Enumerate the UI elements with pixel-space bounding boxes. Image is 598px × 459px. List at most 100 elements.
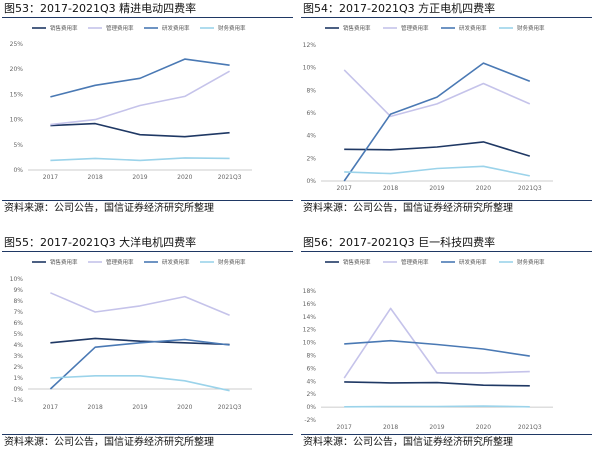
x-tick-label: 2017 bbox=[337, 185, 352, 192]
chart-title: 图54：2017-2021Q3 方正电机四费率 bbox=[303, 2, 496, 15]
title-divider bbox=[2, 17, 293, 18]
series-line-fin bbox=[50, 375, 230, 392]
chart-title: 图53：2017-2021Q3 精进电动四费率 bbox=[4, 2, 197, 15]
source-divider bbox=[2, 434, 293, 435]
y-tick-label: 2% bbox=[306, 391, 316, 398]
y-tick-label: 10% bbox=[303, 65, 317, 72]
x-tick-label: 2019 bbox=[429, 185, 444, 192]
series-line-rnd bbox=[343, 62, 531, 182]
x-tick-label: 2021Q3 bbox=[518, 424, 542, 431]
x-tick-label: 2020 bbox=[476, 185, 491, 192]
y-tick-label: 6% bbox=[13, 320, 23, 327]
y-tick-label: 5% bbox=[13, 331, 23, 338]
y-tick-label: 25% bbox=[10, 41, 24, 48]
legend-label-fin: 财务费用率 bbox=[517, 258, 545, 266]
y-tick-label: 6% bbox=[306, 110, 316, 117]
y-tick-label: 10% bbox=[10, 117, 24, 124]
legend-label-fin: 财务费用率 bbox=[517, 24, 545, 32]
series-line-sales bbox=[50, 122, 230, 138]
y-tick-label: 10% bbox=[303, 340, 317, 347]
x-tick-label: 2020 bbox=[177, 174, 192, 181]
x-tick-label: 2018 bbox=[88, 174, 103, 181]
y-tick-label: 8% bbox=[13, 298, 23, 305]
y-tick-label: 4% bbox=[306, 378, 316, 385]
legend-label-rnd: 研发费用率 bbox=[162, 258, 190, 266]
legend-label-rnd: 研发费用率 bbox=[162, 24, 190, 32]
y-tick-label: 8% bbox=[306, 87, 316, 94]
x-tick-label: 2018 bbox=[88, 404, 103, 411]
chart-source: 资料来源：公司公告，国信证券经济研究所整理 bbox=[4, 203, 214, 214]
y-tick-label: 0% bbox=[13, 167, 23, 174]
legend-label-sales: 销售费用率 bbox=[50, 258, 78, 266]
series-line-sales bbox=[50, 337, 230, 346]
y-tick-label: -1% bbox=[11, 397, 23, 404]
y-tick-label: 6% bbox=[306, 365, 316, 372]
x-tick-label: 2021Q3 bbox=[218, 404, 242, 411]
x-tick-label: 2019 bbox=[429, 424, 444, 431]
y-tick-label: 8% bbox=[306, 353, 316, 360]
series-line-rnd bbox=[344, 339, 530, 357]
chart-panel-fangzheng: 图54：2017-2021Q3 方正电机四费率 销售费用率 管理费用率 研发费用率 财… bbox=[299, 0, 598, 225]
series-line-rnd bbox=[50, 58, 230, 98]
y-tick-label: 20% bbox=[10, 66, 24, 73]
y-tick-label: 3% bbox=[13, 353, 23, 360]
series-line-admin bbox=[343, 307, 530, 379]
legend-label-sales: 销售费用率 bbox=[343, 24, 371, 32]
legend-label-admin: 管理费用率 bbox=[106, 258, 134, 266]
x-tick-label: 2021Q3 bbox=[218, 174, 242, 181]
line-chart: 销售费用率 管理费用率 研发费用率 财务费用率 -1% 0% 1% 2% 3% 4% 5% 6% 7% 8… bbox=[10, 258, 252, 411]
line-chart: 销售费用率 管理费用率 研发费用率 财务费用率 0% 5% 10% 15% 20% 25% 2017… bbox=[10, 24, 252, 181]
x-tick-label: 2020 bbox=[476, 424, 491, 431]
y-tick-label: 9% bbox=[13, 287, 23, 294]
y-tick-label: 0% bbox=[306, 178, 316, 185]
series-line-admin bbox=[50, 70, 230, 126]
legend-label-sales: 销售费用率 bbox=[50, 24, 78, 32]
y-tick-label: 7% bbox=[13, 309, 23, 316]
y-tick-label: 12% bbox=[303, 327, 317, 334]
y-tick-label: 12% bbox=[303, 42, 317, 49]
y-tick-label: 0% bbox=[13, 386, 23, 393]
series-line-fin bbox=[344, 405, 530, 408]
title-divider bbox=[301, 17, 592, 18]
title-divider bbox=[2, 251, 293, 252]
legend-label-admin: 管理费用率 bbox=[401, 258, 429, 266]
series-line-fin bbox=[50, 157, 230, 162]
y-tick-label: 16% bbox=[303, 301, 317, 308]
series-line-fin bbox=[344, 165, 530, 177]
legend-label-admin: 管理费用率 bbox=[401, 24, 429, 32]
chart-source: 资料来源：公司公告，国信证券经济研究所整理 bbox=[303, 203, 513, 214]
source-divider bbox=[301, 200, 592, 201]
y-tick-label: 10% bbox=[10, 276, 24, 283]
y-tick-label: 4% bbox=[13, 342, 23, 349]
chart-title: 图55：2017-2021Q3 大洋电机四费率 bbox=[4, 236, 197, 249]
series-line-sales bbox=[344, 141, 531, 157]
y-tick-label: 1% bbox=[13, 375, 23, 382]
y-tick-label: 15% bbox=[10, 91, 24, 98]
legend-label-rnd: 研发费用率 bbox=[459, 258, 487, 266]
line-chart: 销售费用率 管理费用率 研发费用率 财务费用率 0% 2% 4% 6% 8% 10% 12% 2017… bbox=[303, 24, 553, 192]
chart-panel-dayang: 图55：2017-2021Q3 大洋电机四费率 销售费用率 管理费用率 研发费用率 财… bbox=[0, 234, 299, 459]
x-tick-label: 2017 bbox=[337, 424, 352, 431]
legend-label-admin: 管理费用率 bbox=[106, 24, 134, 32]
legend-label-fin: 财务费用率 bbox=[218, 24, 246, 32]
x-tick-label: 2017 bbox=[43, 404, 58, 411]
series-line-rnd bbox=[49, 338, 230, 390]
y-tick-label: 18% bbox=[303, 288, 317, 295]
title-divider bbox=[301, 251, 592, 252]
y-tick-label: 0% bbox=[306, 404, 316, 411]
chart-source: 资料来源：公司公告，国信证券经济研究所整理 bbox=[303, 437, 513, 448]
x-tick-label: 2020 bbox=[177, 404, 192, 411]
x-tick-label: 2019 bbox=[132, 174, 147, 181]
y-tick-label: 4% bbox=[306, 133, 316, 140]
line-chart: 销售费用率 管理费用率 研发费用率 财务费用率 -2% 0% 2% 4% 6% 8% 10% 12% 1… bbox=[303, 258, 553, 431]
chart-source: 资料来源：公司公告，国信证券经济研究所整理 bbox=[4, 437, 214, 448]
y-tick-label: -2% bbox=[304, 417, 316, 424]
legend-label-rnd: 研发费用率 bbox=[459, 24, 487, 32]
legend-label-fin: 财务费用率 bbox=[218, 258, 246, 266]
x-tick-label: 2018 bbox=[383, 185, 398, 192]
series-line-admin bbox=[343, 69, 531, 118]
x-tick-label: 2021Q3 bbox=[518, 185, 542, 192]
chart-title: 图56：2017-2021Q3 巨一科技四费率 bbox=[303, 236, 496, 249]
x-tick-label: 2018 bbox=[383, 424, 398, 431]
source-divider bbox=[301, 434, 592, 435]
